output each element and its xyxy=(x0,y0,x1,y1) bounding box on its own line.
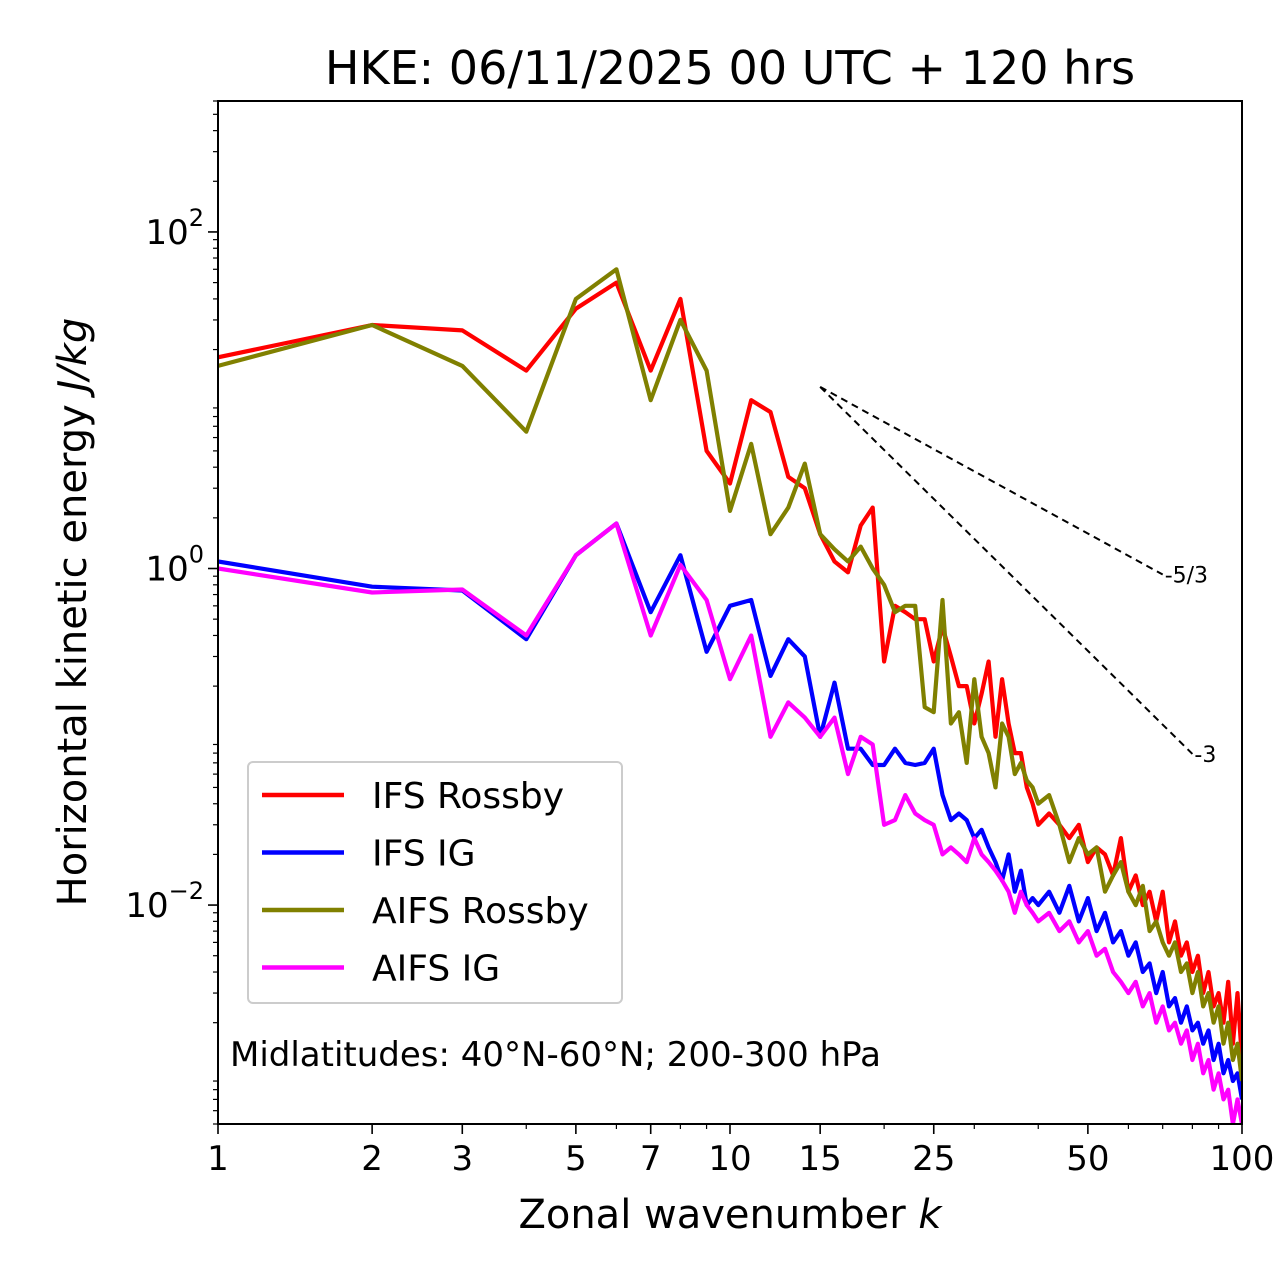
y-tick-label: 10 xyxy=(125,886,168,926)
chart-title: HKE: 06/11/2025 00 UTC + 120 hrs xyxy=(325,41,1135,95)
x-tick-label: 25 xyxy=(912,1139,955,1179)
y-axis-label: Horizontal kinetic energy J/kg xyxy=(50,318,96,907)
y-tick-label: 10 xyxy=(145,213,188,253)
legend-label: IFS IG xyxy=(372,834,476,875)
legend-label: AIFS Rossby xyxy=(372,891,589,932)
x-tick-label: 15 xyxy=(799,1139,842,1179)
reference-line-slope xyxy=(819,386,1194,755)
x-axis-label-text: Zonal wavenumber xyxy=(518,1192,906,1238)
legend-box xyxy=(247,761,623,1004)
legend-label: IFS Rossby xyxy=(372,776,564,817)
x-tick-label: 7 xyxy=(640,1139,662,1179)
x-tick-label: 50 xyxy=(1066,1139,1109,1179)
y-tick-base: 10 xyxy=(145,550,188,590)
legend: IFS Rossby IFS IG AIFS Rossby AIFS IG xyxy=(247,761,623,1004)
reference-line-slope xyxy=(819,386,1164,576)
reference-slope-labels: -5/3 -3 xyxy=(1165,564,1217,768)
y-tick-exponent: 0 xyxy=(189,541,204,569)
reference-slopes xyxy=(819,386,1194,755)
reference-line-label: -3 xyxy=(1194,743,1216,768)
y-tick-base: 10 xyxy=(125,886,168,926)
y-tick-base: 10 xyxy=(145,213,188,253)
x-axis-label: Zonal wavenumber k xyxy=(518,1192,943,1238)
x-tick-label: 10 xyxy=(708,1139,751,1179)
plot-frame xyxy=(217,100,1243,1125)
y-tick-exponent: −2 xyxy=(169,877,204,905)
y-tick-exponent: 2 xyxy=(189,204,204,232)
series-line-ifs-ig xyxy=(218,521,1242,1100)
series-line-aifs-ig xyxy=(218,521,1242,1124)
y-axis-units: J/kg xyxy=(50,318,96,399)
x-axis-variable: k xyxy=(918,1192,943,1238)
y-tick-label: 10 xyxy=(145,550,188,590)
x-tick-label: 5 xyxy=(565,1139,587,1179)
series-line-aifs-rossby xyxy=(218,267,1242,1082)
series-line-ifs-rossby xyxy=(218,280,1242,1061)
y-axis-label-text: Horizontal kinetic energy xyxy=(50,404,96,906)
x-tick-label: 2 xyxy=(361,1139,383,1179)
region-annotation: Midlatitudes: 40°N-60°N; 200-300 hPa xyxy=(230,1035,881,1075)
legend-label: AIFS IG xyxy=(372,949,500,990)
x-tick-label: 3 xyxy=(451,1139,473,1179)
reference-line-label: -5/3 xyxy=(1165,564,1208,589)
x-tick-label: 1 xyxy=(207,1139,229,1179)
data-series xyxy=(218,267,1242,1124)
x-tick-label: 100 xyxy=(1210,1139,1275,1179)
